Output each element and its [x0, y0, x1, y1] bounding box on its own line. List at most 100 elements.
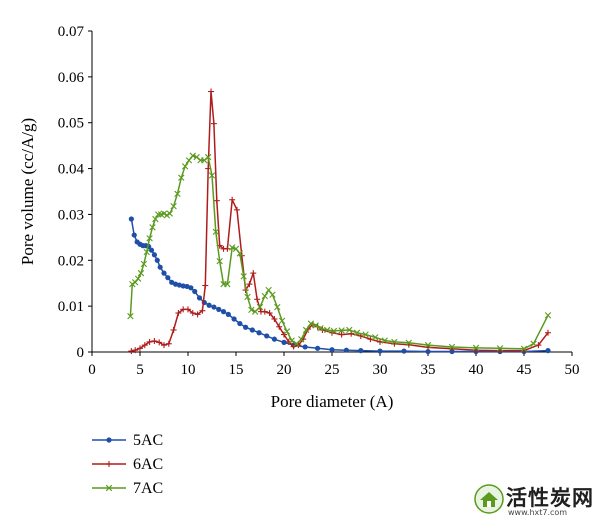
data-point [545, 348, 551, 354]
y-tick-label: 0 [77, 345, 85, 361]
data-point [405, 339, 412, 347]
data-point [358, 348, 364, 354]
data-point [283, 328, 291, 335]
x-axis-title: Pore diameter (A) [271, 392, 394, 411]
series-line [131, 90, 549, 352]
data-point [106, 461, 112, 467]
data-point [244, 293, 251, 301]
data-point [288, 337, 295, 344]
data-point [312, 322, 319, 329]
data-point [166, 210, 173, 217]
data-point [256, 303, 264, 311]
data-point [278, 317, 286, 325]
y-axis-title: Pore volume (cc/A/g) [18, 118, 37, 265]
data-point [228, 244, 236, 251]
data-point [128, 216, 134, 222]
y-tick-label: 0.03 [58, 207, 84, 223]
data-point [192, 288, 198, 295]
data-point [105, 484, 113, 492]
y-tick-label: 0.01 [58, 299, 84, 315]
site-watermark: 活性炭网 www.hxt7.com [472, 482, 596, 518]
data-point [212, 228, 220, 236]
x-tick-label: 0 [88, 362, 96, 378]
data-point [290, 343, 297, 350]
x-tick-label: 30 [373, 362, 388, 378]
data-point [254, 296, 261, 303]
data-point [146, 235, 153, 242]
data-point [381, 337, 388, 344]
legend-label: 6AC [133, 456, 163, 473]
data-point [196, 295, 203, 301]
data-point [377, 348, 383, 354]
data-point [161, 342, 167, 349]
x-tick-label: 40 [469, 362, 484, 378]
data-point [298, 335, 305, 343]
data-point [302, 326, 310, 334]
data-point [317, 324, 324, 332]
y-tick-label: 0.04 [58, 162, 85, 178]
y-tick-label: 0.05 [58, 116, 84, 132]
data-point [202, 282, 209, 289]
chart-series [127, 88, 552, 355]
data-point [353, 329, 361, 336]
data-point [161, 270, 167, 276]
chart-legend: 5AC 6AC 7AC [92, 432, 163, 497]
legend-label: 7AC [133, 480, 163, 497]
x-tick-label: 25 [325, 362, 340, 378]
data-point [160, 210, 168, 217]
data-point [225, 311, 231, 317]
data-point [174, 190, 181, 197]
data-point [137, 269, 145, 277]
data-point [163, 212, 171, 219]
data-point [496, 345, 504, 352]
data-point [140, 260, 148, 268]
data-point [165, 275, 171, 281]
data-point [180, 283, 186, 289]
data-point [151, 252, 157, 258]
data-point [293, 340, 300, 347]
legend-entry-5ac: 5AC [92, 432, 163, 449]
data-point [170, 326, 177, 333]
data-point [271, 336, 277, 342]
data-point [544, 312, 552, 319]
data-point [281, 339, 287, 345]
watermark-url: www.hxt7.com [508, 508, 568, 517]
x-tick-label: 45 [517, 362, 532, 378]
x-tick-label: 15 [229, 362, 244, 378]
data-point [261, 308, 268, 315]
data-point [127, 313, 134, 320]
y-tick-label: 0.02 [58, 253, 84, 269]
data-point [137, 345, 143, 352]
data-point [224, 245, 231, 252]
data-point [362, 331, 369, 338]
data-point [188, 285, 194, 291]
data-point [146, 338, 153, 345]
series-5ac [128, 216, 551, 355]
data-point [152, 215, 159, 223]
data-point [307, 320, 315, 327]
data-point [143, 248, 150, 256]
legend-entry-7ac: 7AC [92, 480, 163, 497]
data-point [338, 331, 345, 338]
x-tick-label: 35 [421, 362, 436, 378]
data-point [545, 329, 551, 336]
data-point [157, 264, 163, 270]
data-point [330, 327, 338, 335]
x-tick-label: 50 [565, 362, 580, 378]
data-point [302, 344, 308, 350]
series-7ac [127, 152, 552, 352]
data-point [424, 341, 432, 349]
data-point [236, 250, 244, 257]
data-point [274, 303, 281, 311]
data-point [377, 338, 383, 345]
data-point [401, 348, 407, 354]
y-tick-label: 0.07 [58, 24, 85, 40]
data-point [472, 344, 480, 352]
data-point [249, 327, 255, 333]
data-point [343, 347, 349, 353]
data-point [367, 336, 374, 343]
data-point [128, 348, 135, 355]
data-point [216, 306, 222, 312]
legend-label: 5AC [133, 432, 163, 449]
